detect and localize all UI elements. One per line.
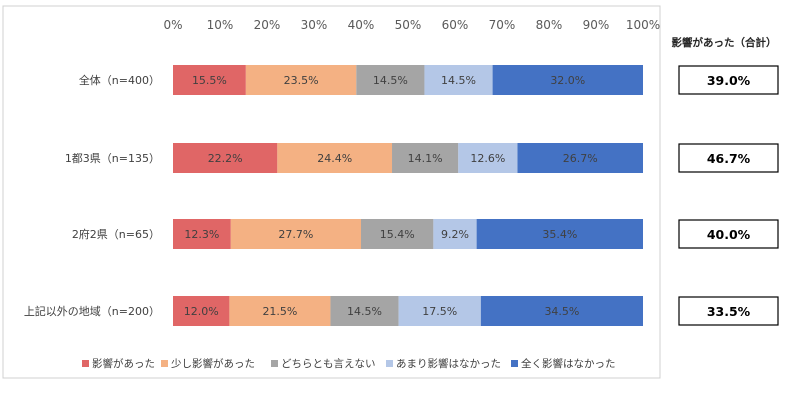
legend-label: どちらとも言えない <box>281 357 376 370</box>
legend-swatch <box>161 360 168 367</box>
bar-segment <box>517 143 643 173</box>
bar-segment <box>173 296 230 326</box>
value-label: 23.5% <box>284 74 319 87</box>
total-box <box>678 143 779 173</box>
value-label: 21.5% <box>262 305 297 318</box>
total-value: 33.5% <box>707 304 751 319</box>
bar-segment <box>398 296 481 326</box>
value-label: 12.6% <box>470 152 505 165</box>
x-tick-label: 10% <box>207 18 234 32</box>
value-label: 22.2% <box>208 152 243 165</box>
bar-segment <box>492 65 643 95</box>
x-tick-label: 30% <box>301 18 328 32</box>
total-value: 46.7% <box>707 151 751 166</box>
bar-segment <box>392 143 459 173</box>
bar-segment <box>173 65 246 95</box>
x-tick-label: 40% <box>348 18 375 32</box>
legend-swatch <box>511 360 518 367</box>
legend-label: 少し影響があった <box>171 357 255 370</box>
value-label: 14.5% <box>441 74 476 87</box>
x-tick-label: 50% <box>395 18 422 32</box>
legend-swatch <box>386 360 393 367</box>
chart-frame <box>2 5 661 379</box>
bar-segment <box>277 143 393 173</box>
value-label: 17.5% <box>422 305 457 318</box>
value-label: 14.5% <box>373 74 408 87</box>
bar-segment <box>356 65 425 95</box>
x-tick-label: 70% <box>489 18 516 32</box>
bar-segment <box>330 296 399 326</box>
bar-segment <box>173 143 278 173</box>
value-label: 15.5% <box>192 74 227 87</box>
value-label: 14.5% <box>347 305 382 318</box>
value-label: 14.1% <box>408 152 443 165</box>
legend-swatch <box>271 360 278 367</box>
bar-segment <box>480 296 643 326</box>
total-value: 40.0% <box>707 227 751 242</box>
value-label: 26.7% <box>563 152 598 165</box>
category-label: 2府2県（n=65） <box>72 227 160 241</box>
side-header: 影響があった（合計） <box>672 36 777 49</box>
total-value: 39.0% <box>707 73 751 88</box>
bar-segment <box>424 65 493 95</box>
x-tick-label: 60% <box>442 18 469 32</box>
value-label: 32.0% <box>550 74 585 87</box>
value-label: 12.0% <box>184 305 219 318</box>
bar-segment <box>433 219 477 249</box>
legend-label: あまり影響はなかった <box>396 357 501 370</box>
bar-segment <box>245 65 357 95</box>
x-tick-label: 80% <box>536 18 563 32</box>
bar-segment <box>229 296 331 326</box>
bar-segment <box>173 219 231 249</box>
x-tick-label: 100% <box>626 18 660 32</box>
value-label: 9.2% <box>441 228 469 241</box>
value-label: 35.4% <box>542 228 577 241</box>
legend-label: 全く影響はなかった <box>521 357 616 370</box>
value-label: 34.5% <box>544 305 579 318</box>
total-box <box>678 296 779 326</box>
bar-segment <box>361 219 434 249</box>
legend-swatch <box>82 360 89 367</box>
bar-segment <box>458 143 518 173</box>
bar-segment <box>230 219 361 249</box>
value-label: 12.3% <box>184 228 219 241</box>
total-box <box>678 65 779 95</box>
x-tick-label: 90% <box>583 18 610 32</box>
x-tick-label: 0% <box>163 18 182 32</box>
category-label: 上記以外の地域（n=200） <box>24 304 160 318</box>
category-label: 1都3県（n=135） <box>65 152 160 165</box>
total-box <box>678 219 779 249</box>
value-label: 15.4% <box>380 228 415 241</box>
bar-segment <box>476 219 643 249</box>
legend-label: 影響があった <box>92 357 155 370</box>
value-label: 27.7% <box>278 228 313 241</box>
category-label: 全体（n=400） <box>79 73 160 87</box>
x-tick-label: 20% <box>254 18 281 32</box>
value-label: 24.4% <box>317 152 352 165</box>
